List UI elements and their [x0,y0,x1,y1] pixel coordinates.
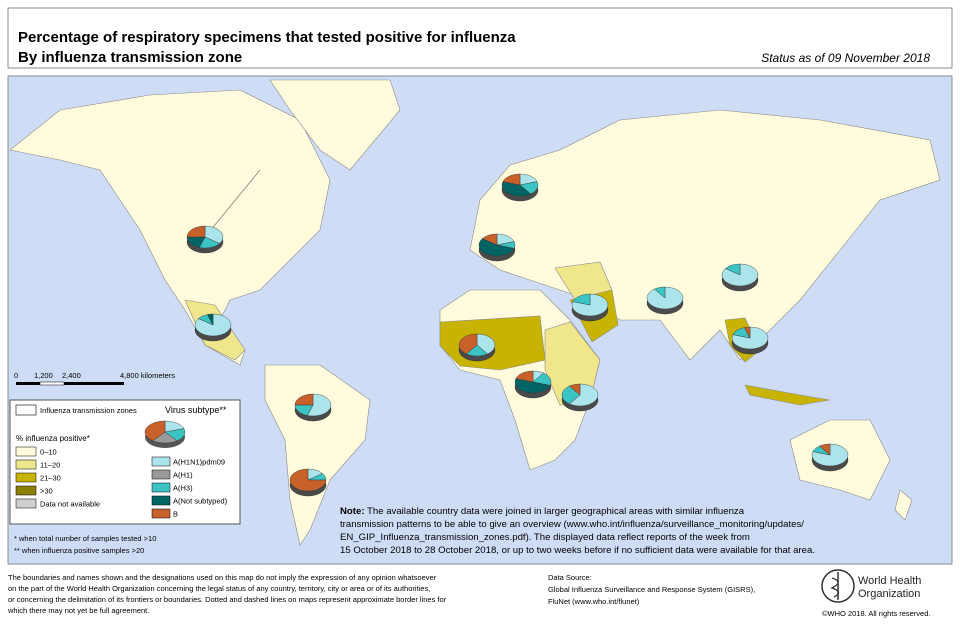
scale-segment [39,381,65,386]
title: Percentage of respiratory specimens that… [18,29,516,46]
class-label: 0–10 [40,448,57,457]
subtype-label: B [173,510,178,519]
subtype-label: A(H1) [173,471,193,480]
pie-slice [654,286,666,299]
subtype-swatch [151,482,171,493]
who-logo: World Health Organization ©WHO 2018. All… [821,569,930,618]
pie-slice [514,378,551,394]
note: Note: The available country data were jo… [340,506,815,556]
pie-slice [478,238,515,257]
header-box [7,7,953,69]
disclaimer-line: on the part of the World Health Organiza… [8,584,430,593]
class-label: >30 [40,487,53,496]
scale-label: 0 [14,371,18,380]
legend-title: Influenza transmission zones [40,406,137,415]
footnote: * when total number of samples tested >1… [14,534,156,543]
note-label: Note: [340,506,365,517]
disclaimer: The boundaries and names shown and the d… [7,573,447,615]
subtype-label: A(H3) [173,484,193,493]
scale-label: 4,800 kilometers [120,371,175,380]
logo-emblem [821,569,855,603]
pie-slice [569,383,599,407]
note-line: transmission patterns to be able to give… [340,519,804,530]
legend-title: % influenza positive* [16,434,90,443]
pie-slice [294,393,314,406]
legend-pie [144,420,186,448]
legend: Influenza transmission zones Virus subty… [9,399,241,525]
class-swatch [15,485,37,496]
north-america [9,89,331,366]
pie-slice [569,383,581,396]
pie-slice [307,393,332,417]
pie-slice [572,293,591,306]
subtype-swatch [151,495,171,506]
pie-slice [819,443,831,456]
greenland [269,79,401,171]
disclaimer-line: or concerning the delimitation of its fr… [8,595,447,604]
pie-slice [289,468,327,492]
zone-swatch [15,404,37,416]
pie-slice [482,233,498,246]
legend-title: Virus subtype** [165,405,227,415]
scale-segment [64,382,124,385]
note-text: The available country data were joined i… [367,506,745,517]
legend-classes: 0–10 11–20 21–30 >30 Data not available [15,446,100,509]
class-label: Data not available [40,500,100,509]
copyright: ©WHO 2018. All rights reserved. [822,609,930,618]
subtype-label: A(H1N1)pdm09 [173,458,225,467]
scale-label: 2,400 [62,371,81,380]
class-swatch [15,459,37,470]
source-line: FluNet (www.who.int/flunet) [548,597,640,606]
new-zealand [894,489,913,521]
indonesia [744,384,831,406]
note-line: 15 October 2018 to 28 October 2018, or u… [340,545,815,556]
scale-segment [16,382,40,385]
leader-line [204,169,261,238]
scale-bar: 0 1,200 2,400 4,800 kilometers [14,371,175,386]
pie-slice [515,370,534,383]
scale-label: 1,200 [34,371,53,380]
source-title: Data Source: [548,573,592,582]
pie-slice [476,333,496,355]
org-name: World Health [858,575,921,587]
class-label: 11–20 [40,461,60,470]
class-swatch [15,498,37,509]
class-swatch [15,472,37,483]
note-line: Note: The available country data were jo… [340,506,745,517]
pie-slice [561,385,581,405]
disclaimer-line: which there may not yet be full agreemen… [7,606,149,615]
pie-slice [186,225,206,238]
note-line: EN_GIP_Influenza_transmission_zones.pdf)… [340,532,750,543]
source-line: Global Influenza Surveillance and Respon… [548,585,755,594]
disclaimer-line: The boundaries and names shown and the d… [8,573,437,582]
subtype-label: A(Not subtyped) [173,497,228,506]
legend-subtypes: A(H1N1)pdm09 A(H1) A(H3) A(Not subtyped) B [151,456,228,519]
logo-serpent [830,577,840,598]
class-swatch [15,446,37,457]
subtitle: By influenza transmission zone [18,49,242,66]
pies [186,173,849,497]
data-source: Data Source: Global Influenza Surveillan… [548,573,755,606]
pie-slice [744,326,751,339]
org-name: Organization [858,588,920,600]
status: Status as of 09 November 2018 [761,51,930,65]
pie-icon-slice [144,420,166,442]
subtype-swatch [151,456,171,467]
legend-box [9,399,241,525]
subtype-swatch [151,469,171,480]
south-america [264,364,371,546]
pie-slice [458,333,478,355]
pie-slice [204,225,224,244]
pie-slice [501,181,531,197]
footnote: ** when influenza positive samples >20 [14,546,144,555]
subtype-swatch [151,508,171,519]
pie-slice [502,173,521,186]
pie-slice [207,313,214,326]
pie-slice [725,263,741,276]
class-label: 21–30 [40,474,61,483]
